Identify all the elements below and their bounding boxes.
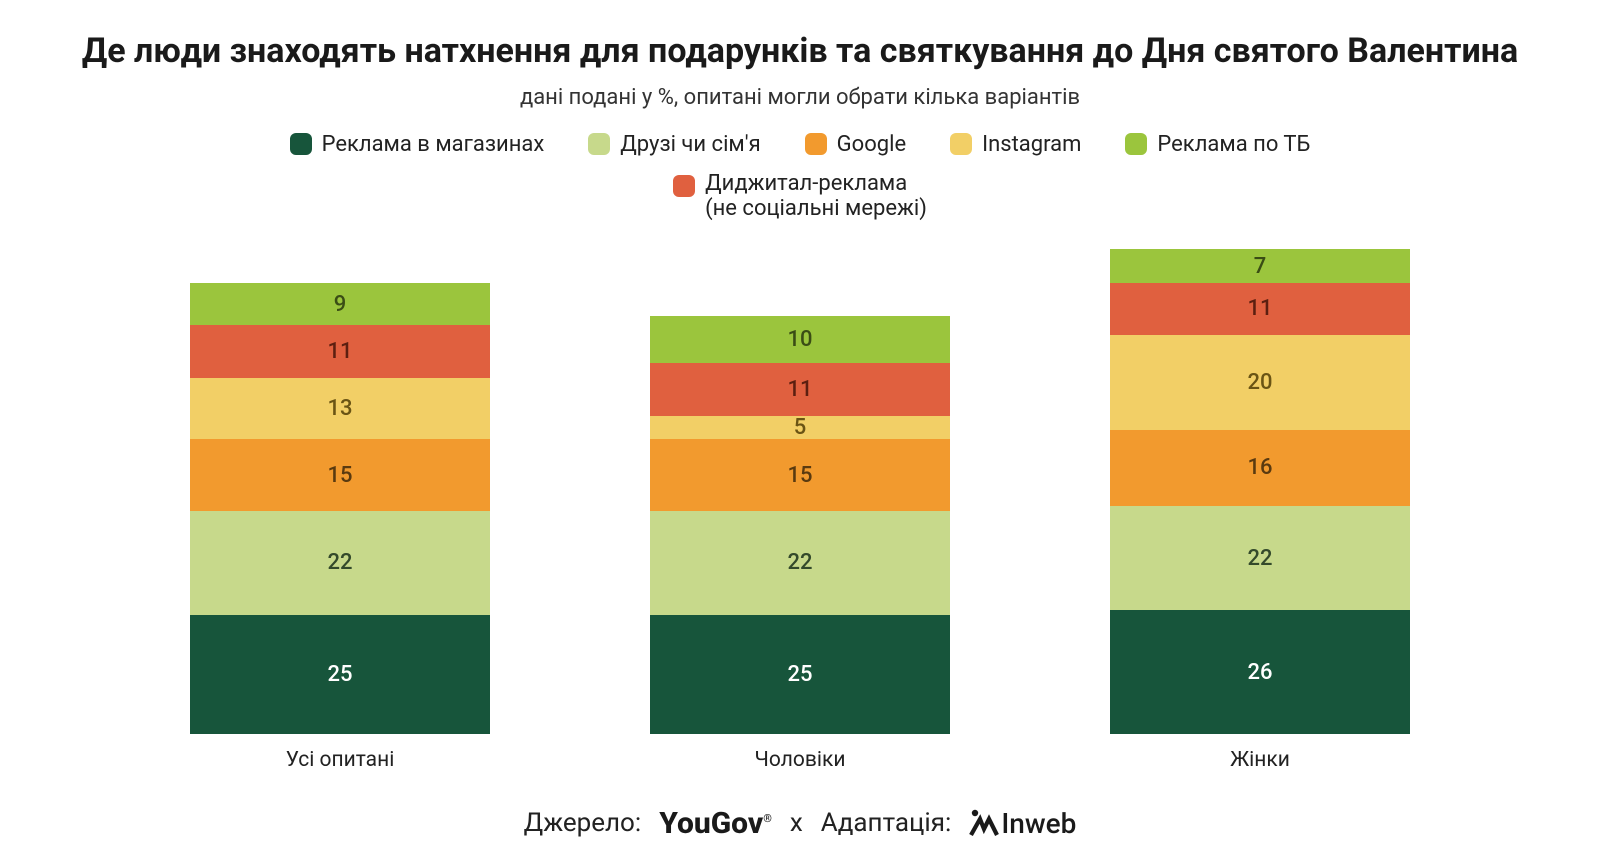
- bar-segment-friends: 22: [190, 511, 490, 616]
- bar-label: Чоловіки: [755, 748, 846, 772]
- legend-item-instagram: Instagram: [950, 132, 1081, 157]
- legend-item-digital_ads: Диджитал-реклама(не соціальні мережі): [120, 171, 1480, 222]
- bar-segment-tv_ads: 9: [190, 283, 490, 326]
- adapt-label: Адаптація:: [821, 808, 952, 838]
- legend-item-tv_ads: Реклама по ТБ: [1125, 132, 1310, 157]
- legend-swatch: [950, 133, 972, 155]
- bar-group: 25221513119 Усі опитані: [190, 283, 490, 772]
- inweb-logo: Inweb: [969, 807, 1076, 840]
- bar-segment-digital_ads: 11: [650, 363, 950, 415]
- bar-segment-digital_ads: 11: [190, 325, 490, 377]
- chart-area: 25221513119Усі опитані25221551110Чоловік…: [60, 249, 1540, 782]
- bar-segment-tv_ads: 10: [650, 316, 950, 364]
- bar-group: 25221551110 Чоловіки: [650, 316, 950, 772]
- legend-swatch: [588, 133, 610, 155]
- bar-segment-digital_ads: 11: [1110, 283, 1410, 335]
- legend-swatch: [673, 175, 695, 197]
- legend-label: Google: [837, 132, 906, 157]
- bar-segment-friends: 22: [650, 511, 950, 616]
- bar-segment-google: 15: [190, 439, 490, 510]
- bar-group: 26221620117 Жінки: [1110, 249, 1410, 772]
- bar-segment-instagram: 5: [650, 416, 950, 440]
- footer-separator: x: [790, 808, 803, 838]
- stacked-bar: 26221620117: [1110, 249, 1410, 734]
- bar-label: Жінки: [1230, 748, 1290, 772]
- chart-subtitle: дані подані у %, опитані могли обрати кі…: [60, 85, 1540, 110]
- bar-segment-instagram: 20: [1110, 335, 1410, 430]
- legend-item-store_ads: Реклама в магазинах: [290, 132, 545, 157]
- inweb-icon: [969, 809, 999, 837]
- bar-segment-friends: 22: [1110, 506, 1410, 611]
- legend-swatch: [290, 133, 312, 155]
- legend-swatch: [805, 133, 827, 155]
- legend-label: Реклама в магазинах: [322, 132, 545, 157]
- stacked-bar: 25221513119: [190, 283, 490, 734]
- bar-segment-tv_ads: 7: [1110, 249, 1410, 282]
- stacked-bar: 25221551110: [650, 316, 950, 734]
- bar-label: Усі опитані: [286, 748, 395, 772]
- legend-label: Диджитал-реклама(не соціальні мережі): [705, 171, 927, 222]
- legend-swatch: [1125, 133, 1147, 155]
- legend-item-google: Google: [805, 132, 906, 157]
- source-label: Джерело:: [524, 808, 642, 838]
- bar-segment-google: 15: [650, 439, 950, 510]
- footer: Джерело: YouGov® x Адаптація: Inweb: [60, 806, 1540, 841]
- bar-segment-store_ads: 25: [650, 615, 950, 734]
- legend-label: Instagram: [982, 132, 1081, 157]
- bar-segment-store_ads: 25: [190, 615, 490, 734]
- bar-segment-instagram: 13: [190, 378, 490, 440]
- legend-label: Друзі чи сім'я: [620, 132, 760, 157]
- legend-label: Реклама по ТБ: [1157, 132, 1310, 157]
- legend: Реклама в магазинах Друзі чи сім'я Google I…: [60, 132, 1540, 222]
- chart-title: Де люди знаходять натхнення для подарунк…: [60, 30, 1540, 73]
- yougov-logo: YouGov®: [659, 806, 772, 841]
- bar-segment-store_ads: 26: [1110, 610, 1410, 734]
- legend-item-friends: Друзі чи сім'я: [588, 132, 760, 157]
- bar-segment-google: 16: [1110, 430, 1410, 506]
